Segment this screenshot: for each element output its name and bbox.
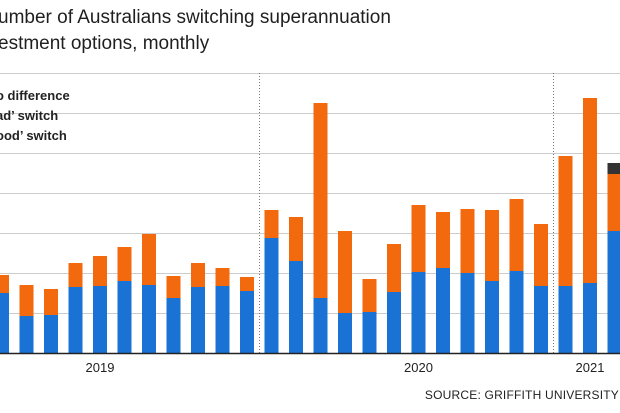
bar-bad-switch [93, 256, 107, 286]
bar-good-switch [338, 313, 352, 353]
bar-bad-switch [215, 268, 230, 286]
year-label: 2019 [86, 360, 115, 375]
legend: o difference ad’ switch ood’ switch [0, 86, 70, 146]
bar-good-switch [313, 298, 328, 353]
bars [0, 98, 620, 353]
bar-good-switch [117, 281, 132, 353]
bar-good-switch [485, 281, 499, 353]
bar-good-switch [460, 273, 475, 353]
bar-bad-switch [313, 103, 328, 298]
bar-bad-switch [387, 244, 401, 292]
bar-good-switch [607, 231, 620, 353]
bar-bad-switch [240, 277, 254, 291]
bar-good-switch [436, 268, 450, 353]
legend-item-good-switch: ood’ switch [0, 128, 67, 143]
source-note: SOURCE: GRIFFITH UNIVERSITY [424, 388, 619, 402]
bar-bad-switch [44, 289, 58, 315]
bar-bad-switch [19, 285, 34, 316]
bar-good-switch [44, 315, 58, 353]
bar-bad-switch [289, 217, 303, 261]
bar-bad-switch [117, 247, 132, 281]
bar-bad-switch [68, 263, 83, 287]
bar-no-difference [607, 163, 620, 174]
bar-good-switch [558, 286, 573, 353]
bar-good-switch [142, 285, 156, 353]
bar-good-switch [583, 283, 597, 353]
bar-bad-switch [485, 210, 499, 281]
bar-bad-switch [460, 209, 475, 273]
bar-good-switch [362, 312, 377, 353]
bar-good-switch [240, 291, 254, 353]
bar-bad-switch [142, 234, 156, 285]
bar-good-switch [191, 287, 205, 353]
bar-bad-switch [509, 199, 524, 271]
chart-title-line-2: estment options, monthly [0, 33, 210, 54]
bar-bad-switch [362, 279, 377, 312]
bar-good-switch [289, 261, 303, 353]
bar-bad-switch [411, 205, 426, 272]
bar-bad-switch [436, 212, 450, 268]
chart-title-line-1: umber of Australians switching superannu… [0, 7, 391, 28]
bar-good-switch [509, 271, 524, 353]
bar-good-switch [0, 293, 9, 353]
bar-bad-switch [191, 263, 205, 287]
bar-good-switch [166, 298, 181, 353]
bar-bad-switch [264, 210, 279, 238]
legend-item-no-difference: o difference [0, 88, 70, 103]
bar-good-switch [387, 292, 401, 353]
year-label: 2021 [576, 360, 605, 375]
bar-bad-switch [583, 98, 597, 283]
bar-good-switch [411, 272, 426, 353]
legend-item-bad-switch: ad’ switch [0, 108, 59, 123]
bar-bad-switch [338, 231, 352, 313]
bar-good-switch [68, 287, 83, 353]
bar-bad-switch [0, 275, 9, 293]
year-label: 2020 [404, 360, 433, 375]
year-dividers [259, 73, 554, 353]
bar-good-switch [534, 286, 548, 353]
bar-good-switch [215, 286, 230, 353]
bar-bad-switch [534, 224, 548, 286]
x-axis-year-labels: 2019 2020 2021 [86, 360, 605, 375]
bar-good-switch [19, 316, 34, 353]
bar-good-switch [93, 286, 107, 353]
bar-bad-switch [607, 174, 620, 231]
bar-good-switch [264, 238, 279, 353]
bar-bad-switch [166, 276, 181, 298]
bar-bad-switch [558, 156, 573, 286]
